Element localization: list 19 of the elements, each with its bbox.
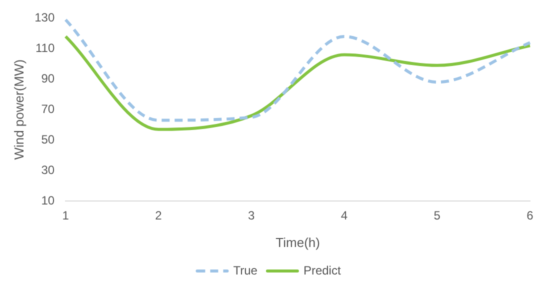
x-tick-label: 4 [340,208,348,223]
y-tick-label: 10 [41,193,55,208]
y-tick-label: 130 [34,10,55,25]
x-tick-label: 1 [62,208,70,223]
x-tick-label: 2 [155,208,162,223]
y-axis-title: Wind power(MW) [11,59,26,160]
y-tick-label: 50 [41,132,55,146]
line-series [64,18,532,122]
y-tick-label: 70 [41,102,55,116]
legend-label: True [233,263,258,278]
x-tick-label: 5 [434,208,441,223]
y-tick-label: 110 [35,40,55,55]
x-axis-title: Time(h) [276,234,320,250]
x-tick-label: 3 [248,208,256,223]
legend-label: Predict [303,263,342,278]
y-tick-label: 90 [41,71,55,86]
x-tick-label: 6 [526,208,534,223]
line-series [64,34,532,131]
y-tick-label: 30 [41,162,55,177]
